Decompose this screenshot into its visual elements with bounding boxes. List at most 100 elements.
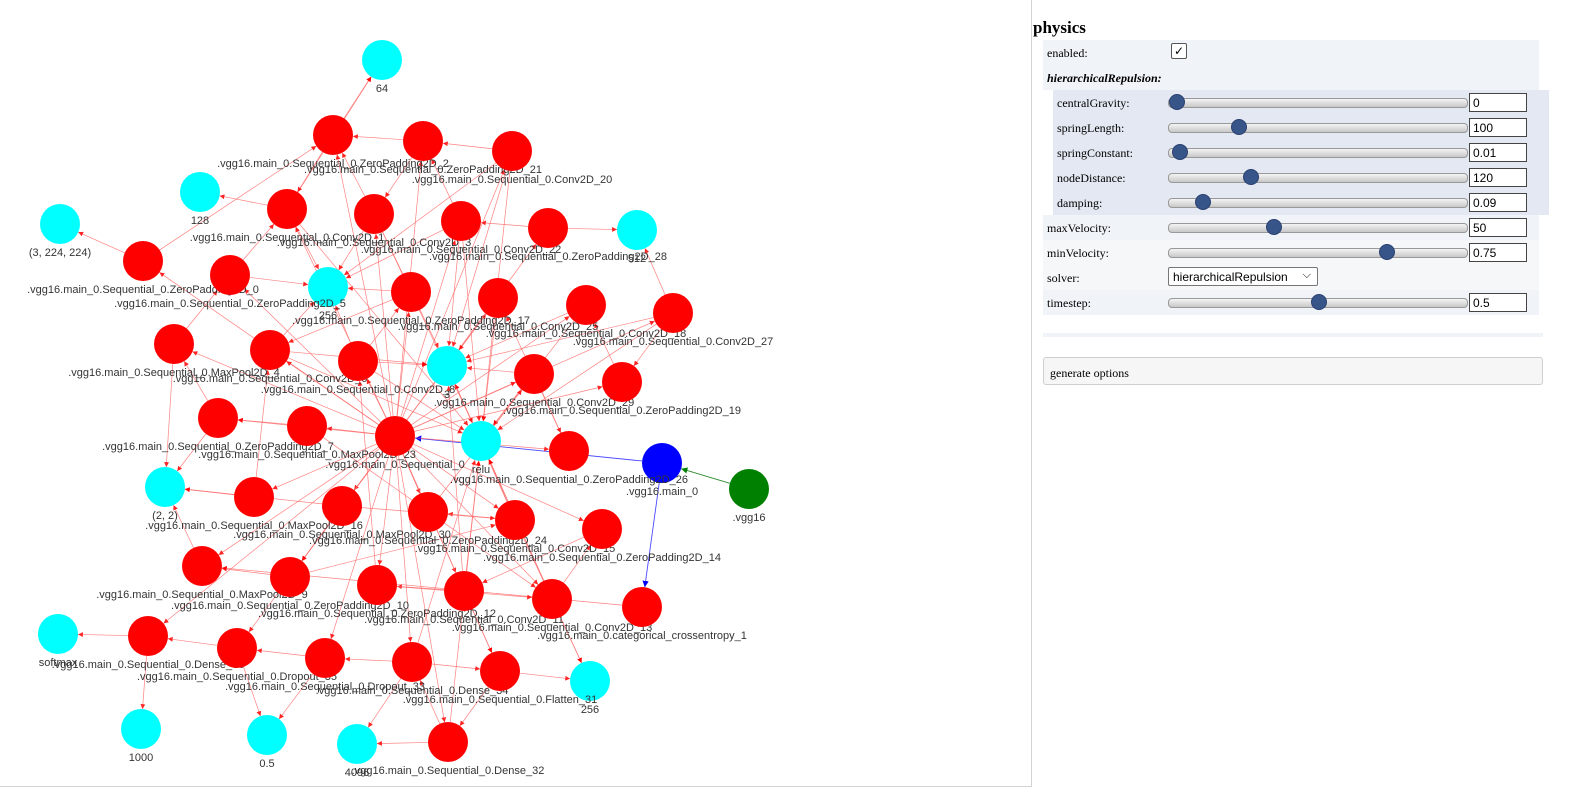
node-circle[interactable]	[478, 278, 518, 318]
node-circle[interactable]	[287, 406, 327, 446]
edge-zp17-n256b[interactable]	[347, 286, 392, 292]
node-mp23[interactable]: .vgg16.main_0.Sequential_0.MaxPool2D_23	[198, 406, 416, 461]
edge-seq0-mp9[interactable]	[218, 446, 379, 556]
spring-length-input[interactable]: 100	[1469, 118, 1527, 137]
node-c3[interactable]: .vgg16.main_0.Sequential_0.Conv2D_3	[277, 194, 471, 249]
edge-c11-n3[interactable]	[446, 385, 463, 572]
edge-c20-n3[interactable]	[451, 170, 507, 347]
node-main0[interactable]: .vgg16.main_0	[626, 443, 698, 498]
node-mp9[interactable]: .vgg16.main_0.Sequential_0.MaxPool2D_9	[96, 546, 308, 601]
node-zp21[interactable]: .vgg16.main_0.Sequential_0.ZeroPadding2D…	[304, 121, 542, 176]
edge-c27-n512[interactable]	[644, 248, 666, 295]
node-zp12[interactable]: .vgg16.main_0.Sequential_0.ZeroPadding2D…	[258, 565, 496, 620]
edge-dr35-d36[interactable]	[167, 636, 218, 646]
node-c22[interactable]: .vgg16.main_0.Sequential_0.Conv2D_22	[361, 201, 562, 256]
node-circle[interactable]	[549, 431, 589, 471]
timestep-input[interactable]: 0.5	[1469, 293, 1527, 312]
edge-zp0-n3224[interactable]	[78, 231, 125, 254]
edge-seq0-dr33[interactable]	[330, 454, 390, 640]
node-n128[interactable]: 128	[180, 172, 220, 227]
node-circle[interactable]	[532, 579, 572, 619]
node-circle[interactable]	[180, 172, 220, 212]
node-circle[interactable]	[128, 616, 168, 656]
node-circle[interactable]	[427, 346, 467, 386]
node-zp28[interactable]: .vgg16.main_0.Sequential_0.ZeroPadding2D…	[429, 208, 667, 263]
slider-thumb[interactable]	[1379, 244, 1396, 260]
node-c6[interactable]: .vgg16.main_0.Sequential_0.Conv2D_6	[173, 330, 367, 385]
edge-c27-relu[interactable]	[497, 323, 657, 431]
edge-zp10-c15[interactable]	[309, 523, 496, 573]
edge-seq0-mp23[interactable]	[326, 426, 376, 435]
edge-d34-relu[interactable]	[417, 459, 476, 644]
node-circle[interactable]	[322, 486, 362, 526]
node-zp7[interactable]: .vgg16.main_0.Sequential_0.ZeroPadding2D…	[102, 398, 334, 453]
edge-c20-zp21[interactable]	[442, 141, 493, 150]
node-circle[interactable]	[123, 241, 163, 281]
edge-c1-n256b[interactable]	[295, 226, 320, 270]
node-distance-input[interactable]: 120	[1469, 168, 1527, 187]
node-cce1[interactable]: .vgg16.main_0.categorical_crossentropy_1	[537, 587, 747, 642]
edge-d32-d34[interactable]	[419, 680, 441, 724]
edge-mp9-n22[interactable]	[173, 504, 194, 549]
node-d36[interactable]: .vgg16.main_0.Sequential_0.Dense_36	[52, 616, 245, 671]
node-n3[interactable]: 3	[427, 346, 467, 401]
node-n4096[interactable]: 4096	[337, 724, 377, 779]
max-velocity-slider[interactable]	[1168, 219, 1468, 235]
node-circle[interactable]	[480, 651, 520, 691]
node-circle[interactable]	[247, 715, 287, 755]
slider-thumb[interactable]	[1169, 94, 1185, 110]
edge-c11-fl31[interactable]	[471, 609, 493, 653]
spring-length-slider[interactable]	[1168, 119, 1468, 135]
min-velocity-slider[interactable]	[1168, 244, 1468, 260]
node-n256[interactable]: 256	[570, 661, 610, 716]
node-circle[interactable]	[270, 557, 310, 597]
node-circle[interactable]	[337, 724, 377, 764]
edge-seq0-c3[interactable]	[373, 233, 394, 417]
node-c18[interactable]: .vgg16.main_0.Sequential_0.Conv2D_18	[486, 285, 687, 340]
edge-c3-zp2[interactable]	[341, 152, 366, 197]
generate-options-button[interactable]: generate options	[1043, 357, 1543, 385]
node-circle[interactable]	[492, 131, 532, 171]
node-circle[interactable]	[354, 194, 394, 234]
edge-seq0-c13[interactable]	[408, 450, 539, 585]
node-circle[interactable]	[729, 469, 769, 509]
slider-thumb[interactable]	[1194, 194, 1211, 210]
edge-d34-dr33[interactable]	[344, 656, 393, 662]
edge-zp7-mp4[interactable]	[183, 361, 209, 401]
edge-c8-n256b[interactable]	[335, 305, 351, 343]
edge-seq0-d36[interactable]	[163, 448, 380, 624]
edge-dr33-dr35[interactable]	[256, 648, 306, 657]
edge-dr35-n05[interactable]	[243, 666, 262, 717]
node-dr35[interactable]: .vgg16.main_0.Sequential_0.Dropout_35	[137, 628, 337, 683]
node-c20[interactable]: .vgg16.main_0.Sequential_0.Conv2D_20	[412, 131, 613, 186]
node-c27[interactable]: .vgg16.main_0.Sequential_0.Conv2D_27	[573, 293, 774, 348]
edge-seq0-c15[interactable]	[411, 447, 499, 509]
node-circle[interactable]	[234, 477, 274, 517]
edge-d36-softmax[interactable]	[77, 632, 129, 638]
node-circle[interactable]	[528, 208, 568, 248]
node-circle[interactable]	[391, 272, 431, 312]
node-c1[interactable]: .vgg16.main_0.Sequential_0.Conv2D_1	[190, 189, 384, 244]
node-circle[interactable]	[182, 546, 222, 586]
edge-zp28-c22[interactable]	[480, 220, 529, 227]
slider-thumb[interactable]	[1311, 294, 1327, 310]
node-circle[interactable]	[642, 443, 682, 483]
node-n256b[interactable]: 256	[308, 267, 348, 322]
edge-c3-relu[interactable]	[382, 231, 473, 424]
edge-seq0-d32[interactable]	[398, 455, 447, 723]
edge-c15-relu[interactable]	[488, 459, 508, 502]
node-zp2[interactable]: .vgg16.main_0.Sequential_0.ZeroPadding2D…	[217, 115, 449, 170]
node-circle[interactable]	[40, 204, 80, 244]
node-circle[interactable]	[357, 565, 397, 605]
central-gravity-input[interactable]: 0	[1469, 93, 1527, 112]
node-relu[interactable]: relu	[461, 421, 501, 476]
node-circle[interactable]	[403, 121, 443, 161]
node-zp17[interactable]: .vgg16.main_0.Sequential_0.ZeroPadding2D…	[292, 272, 530, 327]
timestep-slider[interactable]	[1168, 294, 1468, 310]
node-circle[interactable]	[210, 255, 250, 295]
edge-c22-relu[interactable]	[462, 240, 482, 422]
edge-seq0-mp16[interactable]	[272, 443, 377, 490]
node-zp0[interactable]: .vgg16.main_0.Sequential_0.ZeroPadding2D…	[27, 241, 259, 296]
edge-zp14-c11[interactable]	[482, 536, 584, 584]
edge-zp2-c1[interactable]	[297, 151, 323, 193]
